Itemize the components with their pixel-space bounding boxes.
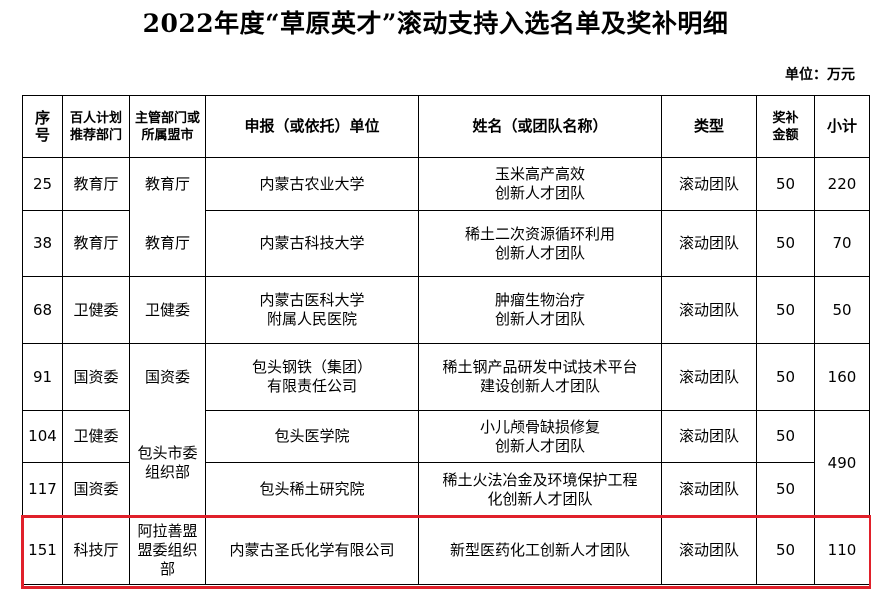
cell-unit: 包头稀土研究院 — [205, 462, 419, 517]
cell-unit: 内蒙古农业大学 — [205, 157, 419, 211]
cell-recommend: 教育厅 — [62, 157, 130, 211]
cell-name: 新型医药化工创新人才团队 — [418, 516, 662, 585]
cell-recommend: 国资委 — [62, 462, 130, 517]
header-dept: 主管部门或所属盟市 — [129, 95, 206, 158]
table-row: 117 国资委 包头稀土研究院 稀土火法冶金及环境保护工程 化创新人才团队 滚动团队 50 — [22, 462, 870, 517]
cell-subtotal: 50 — [814, 276, 870, 344]
header-amount: 奖补金额 — [756, 95, 815, 158]
cell-name: 稀土火法冶金及环境保护工程 化创新人才团队 — [418, 462, 662, 517]
cell-subtotal: 70 — [814, 210, 870, 277]
page-title: 2022年度“草原英才”滚动支持入选名单及奖补明细 — [142, 9, 729, 38]
cell-unit: 包头钢铁（集团） 有限责任公司 — [205, 343, 419, 411]
cell-amount: 50 — [756, 410, 815, 463]
cell-seq: 68 — [22, 276, 63, 344]
cell-type: 滚动团队 — [661, 462, 757, 517]
table-row: 38 教育厅 教育厅 内蒙古科技大学 稀土二次资源循环利用 创新人才团队 滚动团队 50 70 — [22, 210, 870, 277]
table-row: 25 教育厅 教育厅 内蒙古农业大学 玉米高产高效 创新人才团队 滚动团队 50 220 — [22, 157, 870, 211]
cell-amount: 50 — [756, 343, 815, 411]
cell-unit: 内蒙古科技大学 — [205, 210, 419, 277]
cell-type: 滚动团队 — [661, 410, 757, 463]
table-row: 68 卫健委 卫健委 内蒙古医科大学 附属人民医院 肿瘤生物治疗 创新人才团队 滚动团队 5… — [22, 276, 870, 344]
cell-type: 滚动团队 — [661, 157, 757, 211]
header-row: 序号 百人计划推荐部门 主管部门或所属盟市 申报（或依托）单位 姓名（或团队名称… — [22, 95, 870, 158]
award-table: 序号 百人计划推荐部门 主管部门或所属盟市 申报（或依托）单位 姓名（或团队名称… — [22, 95, 870, 585]
cell-seq: 117 — [22, 462, 63, 517]
cell-dept: 教育厅 — [129, 210, 206, 277]
table-row: 151 科技厅 阿拉善盟 盟委组织 部内蒙古圣氏化学有限公司 新型医药化工创新人才团队… — [22, 516, 870, 585]
header-subtotal: 小计 — [814, 95, 870, 158]
cell-subtotal: 160 — [814, 343, 870, 411]
cell-seq: 104 — [22, 410, 63, 463]
cell-seq: 151 — [22, 516, 63, 585]
cell-recommend: 科技厅 — [62, 516, 130, 585]
cell-subtotal: 220 — [814, 157, 870, 211]
cell-dept: 包头市委 组织部 — [129, 410, 206, 517]
cell-unit: 内蒙古医科大学 附属人民医院 — [205, 276, 419, 344]
cell-recommend: 卫健委 — [62, 276, 130, 344]
cell-amount: 50 — [756, 276, 815, 344]
cell-seq: 91 — [22, 343, 63, 411]
cell-recommend: 卫健委 — [62, 410, 130, 463]
cell-amount: 50 — [756, 516, 815, 585]
header-type: 类型 — [661, 95, 757, 158]
table-row: 91 国资委 国资委 包头钢铁（集团） 有限责任公司 稀土钢产品研发中试技术平台 建设创… — [22, 343, 870, 411]
cell-seq: 25 — [22, 157, 63, 211]
header-unit: 申报（或依托）单位 — [205, 95, 419, 158]
cell-seq: 38 — [22, 210, 63, 277]
cell-unit: 内蒙古圣氏化学有限公司 — [205, 516, 419, 585]
table-row: 104 卫健委 包头市委 组织部 包头医学院 小儿颅骨缺损修复 创新人才团队 滚动团队 50… — [22, 410, 870, 517]
header-name: 姓名（或团队名称） — [418, 95, 662, 158]
cell-type: 滚动团队 — [661, 276, 757, 344]
unit-label: 单位：万元 — [785, 67, 855, 83]
cell-recommend: 教育厅 — [62, 210, 130, 277]
cell-subtotal: 490 — [814, 410, 870, 517]
cell-name: 玉米高产高效 创新人才团队 — [418, 157, 662, 211]
cell-dept: 国资委 — [129, 343, 206, 411]
cell-name: 稀土钢产品研发中试技术平台 建设创新人才团队 — [418, 343, 662, 411]
cell-subtotal: 110 — [814, 516, 870, 585]
cell-type: 滚动团队 — [661, 516, 757, 585]
cell-amount: 50 — [756, 210, 815, 277]
cell-type: 滚动团队 — [661, 210, 757, 277]
header-seq: 序号 — [22, 95, 63, 158]
cell-dept: 教育厅 — [129, 157, 206, 211]
cell-dept: 卫健委 — [129, 276, 206, 344]
cell-recommend: 国资委 — [62, 343, 130, 411]
cell-amount: 50 — [756, 462, 815, 517]
cell-unit: 包头医学院 — [205, 410, 419, 463]
cell-name: 稀土二次资源循环利用 创新人才团队 — [418, 210, 662, 277]
cell-amount: 50 — [756, 157, 815, 211]
header-recommend: 百人计划推荐部门 — [62, 95, 130, 158]
cell-dept: 阿拉善盟 盟委组织 部 — [129, 516, 206, 585]
cell-type: 滚动团队 — [661, 343, 757, 411]
cell-name: 肿瘤生物治疗 创新人才团队 — [418, 276, 662, 344]
cell-name: 小儿颅骨缺损修复 创新人才团队 — [418, 410, 662, 463]
